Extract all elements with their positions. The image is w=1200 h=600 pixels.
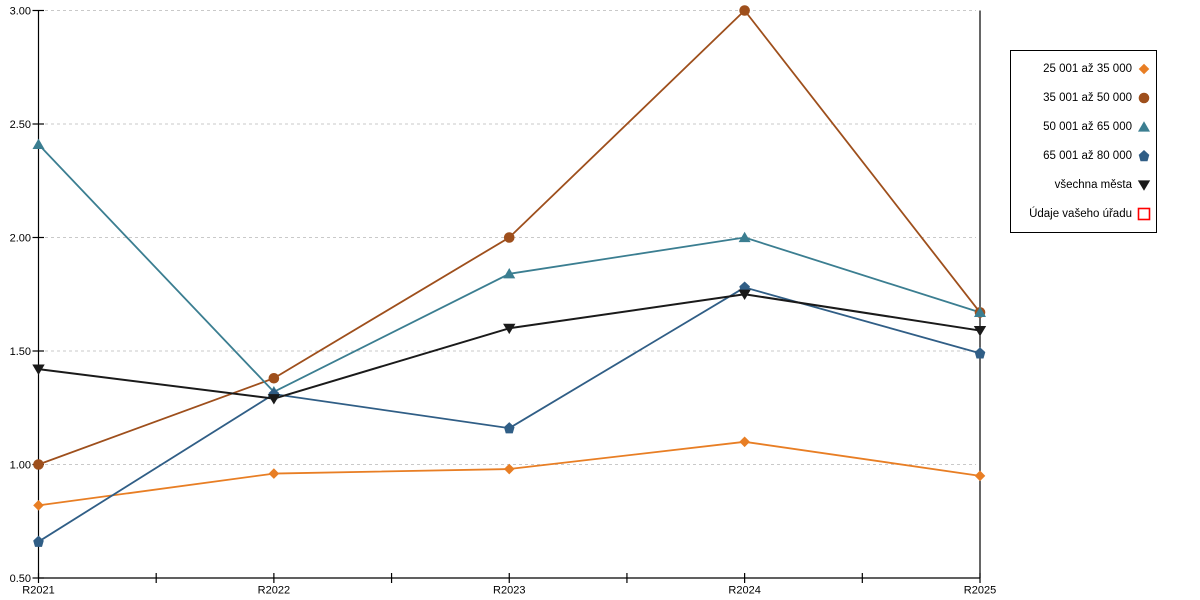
pentagon-marker-icon — [1138, 150, 1150, 162]
legend-item-label: Údaje vašeho úřadu — [1029, 208, 1132, 221]
legend-item: Údaje vašeho úřadu — [1013, 200, 1151, 228]
circle-marker-icon — [739, 5, 750, 16]
x-axis-tick-label: R2025 — [964, 585, 996, 597]
triangle-up-marker-icon — [1138, 121, 1150, 132]
legend-pentagon-icon — [1138, 150, 1150, 162]
diamond-marker-icon — [1138, 63, 1150, 74]
triangle-down-marker-icon — [973, 325, 987, 337]
x-axis-tick-label: R2024 — [728, 585, 760, 597]
legend-diamond-icon — [1138, 63, 1150, 74]
circle-marker-icon — [1138, 92, 1150, 104]
diamond-marker-icon — [268, 468, 280, 479]
legend-item-label: 50 001 až 65 000 — [1043, 120, 1132, 133]
y-axis-tick-label: 1.50 — [10, 346, 31, 358]
pentagon-marker-icon — [503, 422, 515, 434]
triangle-down-marker-icon — [503, 323, 516, 335]
legend-item: 25 001 až 35 000 — [1013, 55, 1151, 83]
diamond-marker-icon — [739, 436, 750, 448]
square-open-marker-icon — [1137, 208, 1151, 221]
circle-marker-icon — [503, 232, 515, 243]
x-axis-tick-label: R2021 — [22, 585, 54, 597]
legend-circle-icon — [1138, 92, 1150, 104]
circle-marker-icon — [33, 459, 44, 470]
series-line — [38, 293, 981, 400]
y-axis-tick-label: 1.00 — [10, 459, 31, 471]
legend-item-label: 65 001 až 80 000 — [1043, 150, 1132, 163]
y-axis-tick-label: 0.50 — [10, 573, 31, 585]
legend-item-label: 35 001 až 50 000 — [1043, 91, 1132, 104]
diamond-marker-icon — [33, 500, 44, 511]
triangle-down-marker-icon — [267, 394, 281, 405]
triangle-down-marker-icon — [1137, 180, 1151, 192]
x-axis-tick-label: R2023 — [493, 585, 525, 597]
chart-legend: 25 001 až 35 000 35 001 až 50 000 50 001 a… — [1010, 50, 1157, 233]
legend-item: 50 001 až 65 000 — [1013, 113, 1151, 141]
triangle-up-marker-icon — [32, 138, 45, 150]
triangle-up-marker-icon — [503, 268, 516, 279]
triangle-up-marker-icon — [738, 231, 751, 243]
triangle-down-marker-icon — [738, 289, 751, 301]
legend-item: 35 001 až 50 000 — [1013, 84, 1151, 112]
legend-square-open-icon — [1137, 208, 1151, 221]
triangle-up-marker-icon — [974, 306, 986, 318]
legend-triangle-up-icon — [1138, 121, 1150, 132]
y-axis-tick-label: 3.00 — [10, 5, 31, 17]
legend-item-label: všechna města — [1054, 179, 1132, 192]
circle-marker-icon — [268, 372, 280, 384]
legend-item: 65 001 až 80 000 — [1013, 142, 1151, 170]
x-axis-tick-label: R2022 — [258, 585, 290, 597]
legend-triangle-down-icon — [1137, 180, 1151, 192]
pentagon-marker-icon — [33, 535, 44, 547]
diamond-marker-icon — [974, 470, 986, 482]
legend-item: všechna města — [1013, 171, 1151, 199]
y-axis-tick-label: 2.50 — [10, 119, 31, 131]
diamond-marker-icon — [503, 463, 515, 475]
triangle-down-marker-icon — [32, 364, 45, 375]
pentagon-marker-icon — [974, 347, 986, 359]
legend-item-label: 25 001 až 35 000 — [1043, 62, 1132, 75]
y-axis-tick-label: 2.00 — [10, 232, 31, 244]
